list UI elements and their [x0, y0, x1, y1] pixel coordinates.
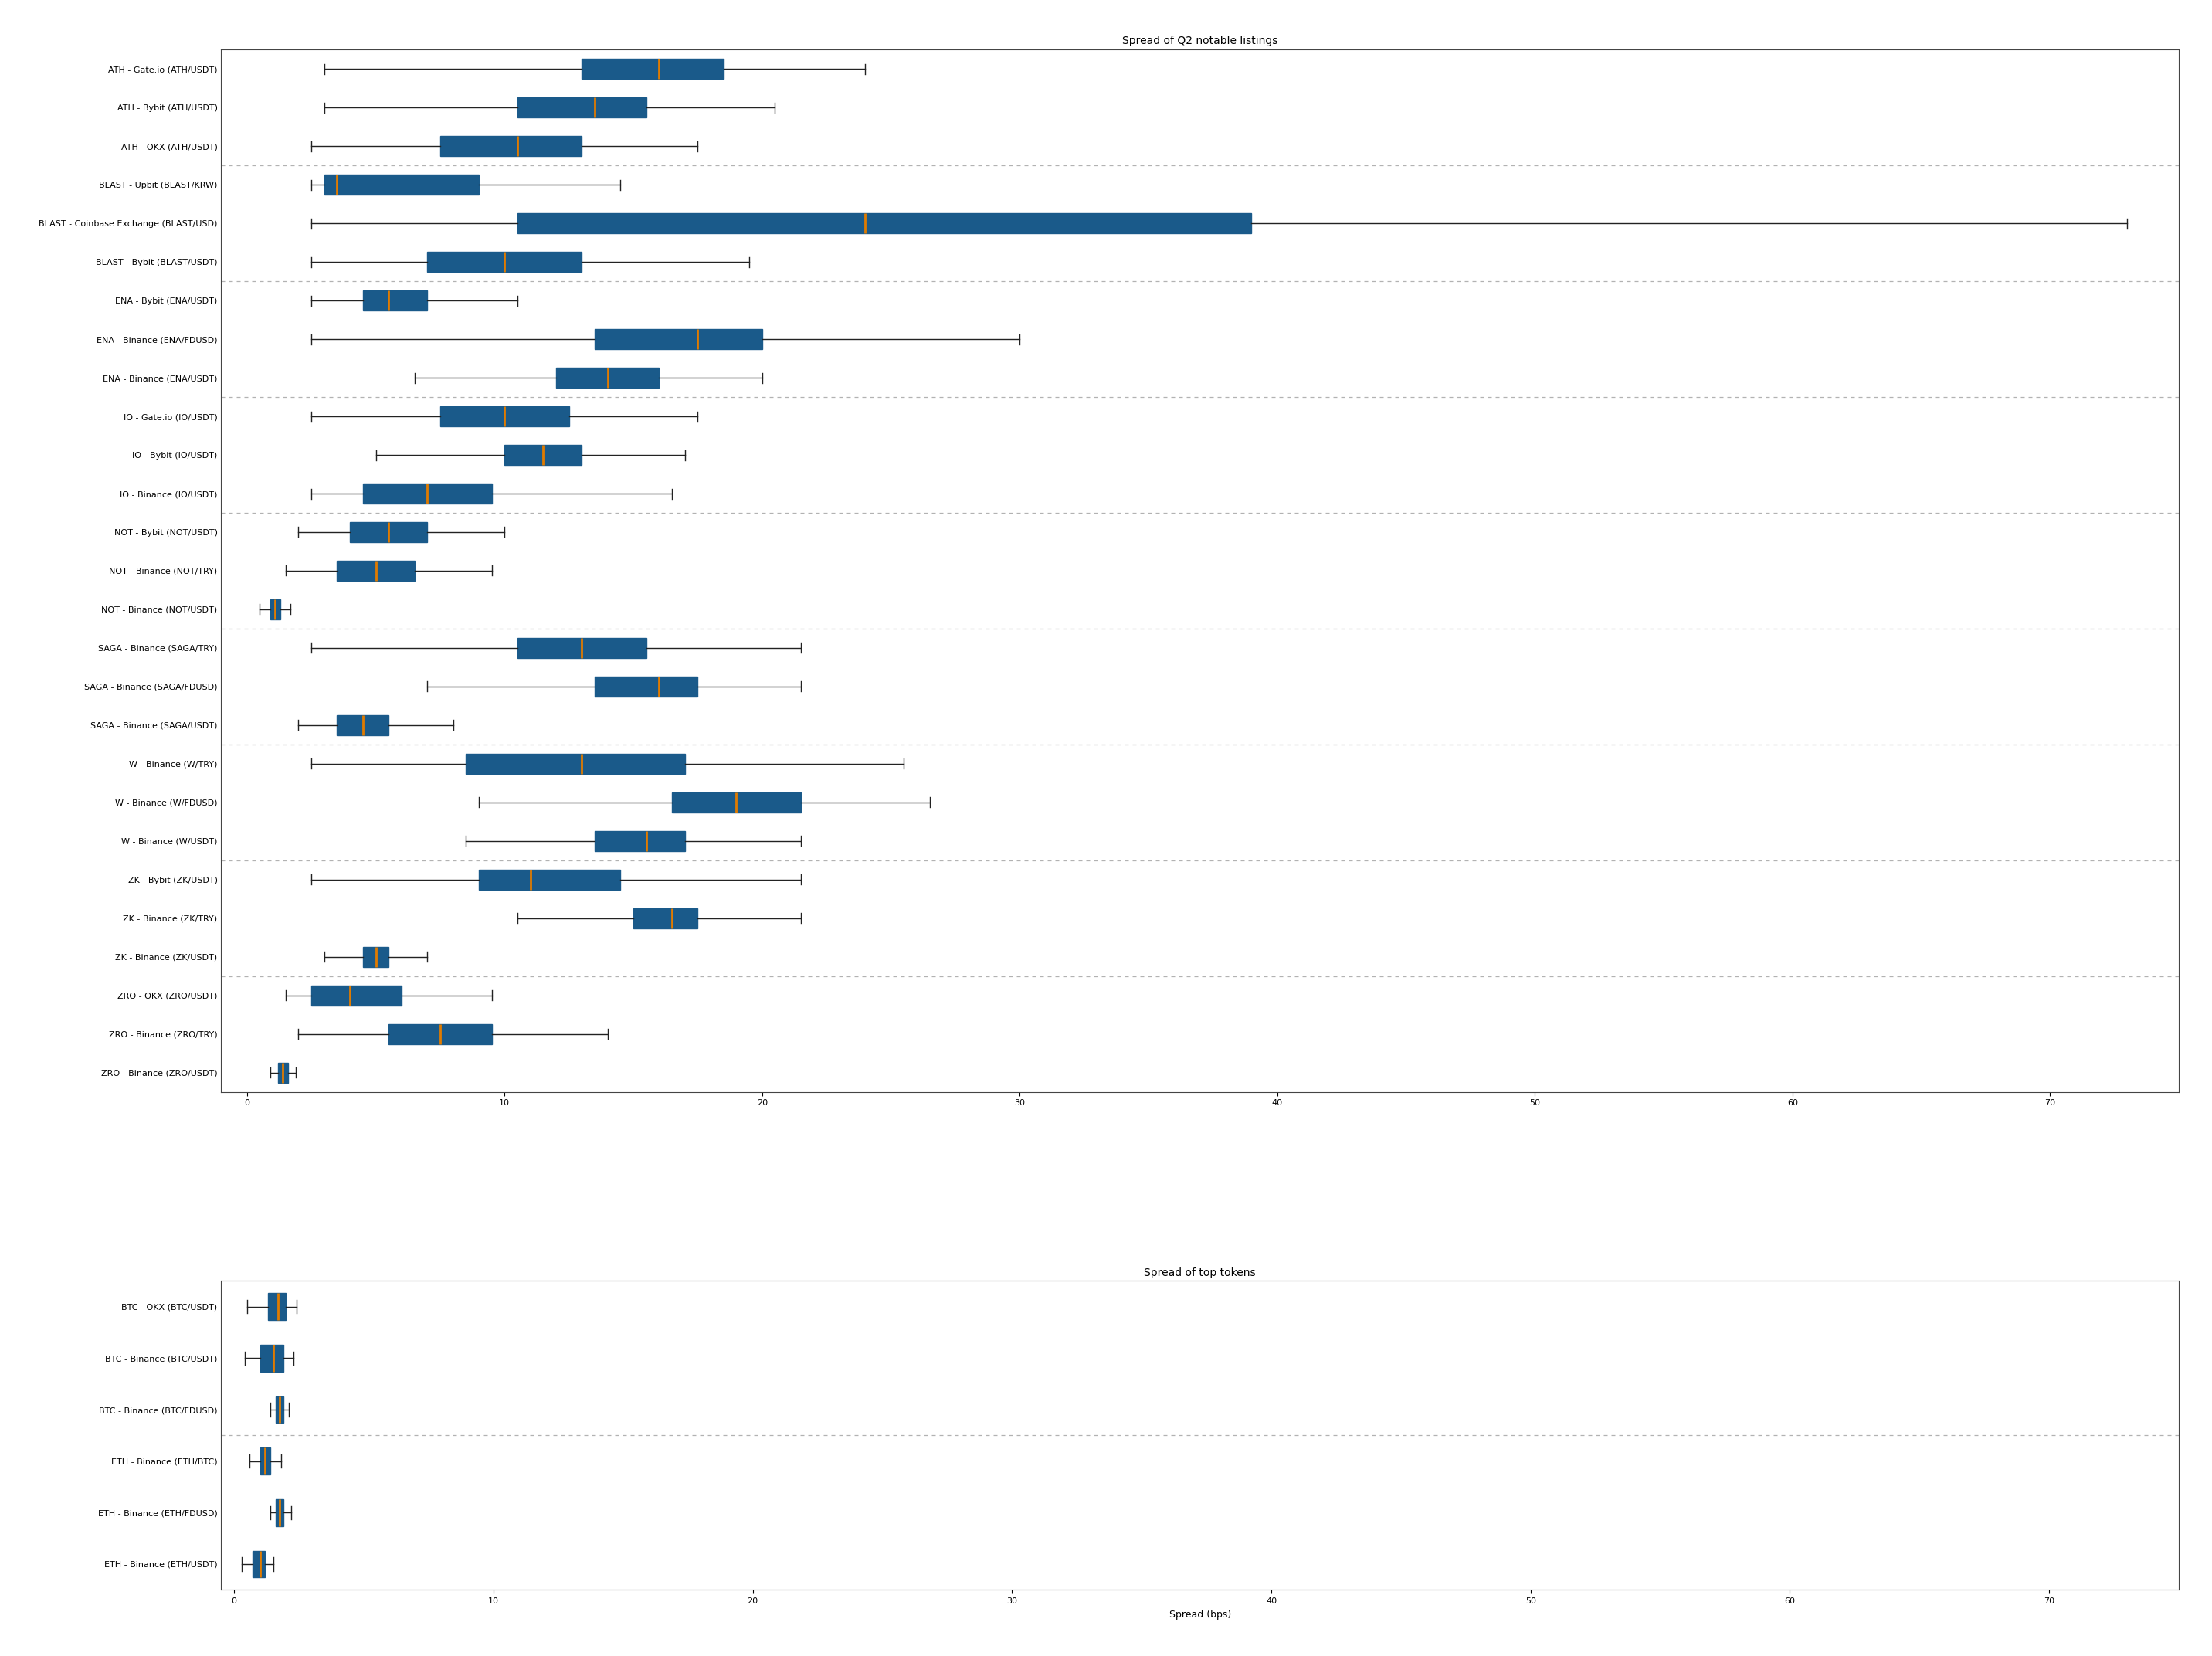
PathPatch shape	[389, 1023, 491, 1043]
PathPatch shape	[595, 831, 686, 851]
PathPatch shape	[518, 214, 1252, 233]
PathPatch shape	[440, 136, 582, 156]
X-axis label: Spread (bps): Spread (bps)	[1168, 1610, 1232, 1620]
PathPatch shape	[268, 1293, 285, 1320]
PathPatch shape	[595, 330, 763, 349]
PathPatch shape	[336, 715, 389, 735]
PathPatch shape	[276, 1499, 283, 1525]
PathPatch shape	[478, 869, 619, 889]
PathPatch shape	[252, 1550, 265, 1578]
PathPatch shape	[518, 98, 646, 118]
PathPatch shape	[467, 753, 686, 773]
PathPatch shape	[427, 252, 582, 272]
PathPatch shape	[363, 484, 491, 503]
PathPatch shape	[279, 1063, 288, 1083]
PathPatch shape	[504, 445, 582, 465]
PathPatch shape	[633, 907, 697, 927]
PathPatch shape	[555, 368, 659, 388]
PathPatch shape	[325, 176, 478, 195]
PathPatch shape	[336, 561, 414, 581]
Title: Spread of top tokens: Spread of top tokens	[1144, 1267, 1256, 1278]
PathPatch shape	[270, 599, 281, 619]
PathPatch shape	[672, 792, 801, 813]
PathPatch shape	[582, 60, 723, 79]
PathPatch shape	[363, 290, 427, 311]
Title: Spread of Q2 notable listings: Spread of Q2 notable listings	[1121, 36, 1279, 46]
PathPatch shape	[440, 406, 568, 426]
PathPatch shape	[363, 947, 389, 967]
PathPatch shape	[276, 1396, 283, 1423]
PathPatch shape	[312, 985, 403, 1005]
PathPatch shape	[595, 677, 697, 697]
PathPatch shape	[518, 638, 646, 657]
PathPatch shape	[261, 1345, 283, 1371]
PathPatch shape	[349, 522, 427, 542]
PathPatch shape	[261, 1447, 270, 1474]
